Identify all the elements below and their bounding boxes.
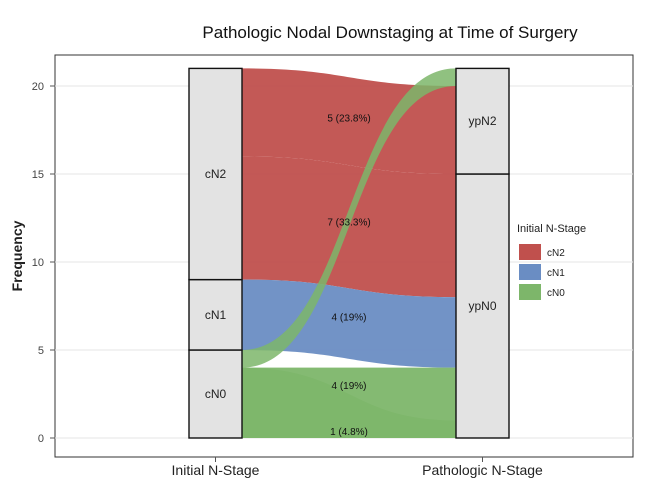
y-tick-label: 10 bbox=[32, 257, 44, 269]
y-axis-title: Frequency bbox=[9, 220, 25, 291]
initial-stratum-label: cN1 bbox=[205, 308, 227, 322]
x-tick-label: Pathologic N-Stage bbox=[422, 462, 543, 478]
flow-cN1-to-ypN0 bbox=[242, 279, 456, 368]
pathologic-stratum-label: ypN2 bbox=[468, 114, 496, 128]
initial-stratum-label: cN0 bbox=[205, 387, 227, 401]
flow-label: 1 (4.8%) bbox=[330, 427, 368, 438]
initial-stratum-cN2 bbox=[188, 67, 243, 281]
flow-label: 5 (23.8%) bbox=[327, 114, 370, 125]
legend: Initial N-Stage cN2 cN1 cN0 bbox=[517, 223, 586, 300]
legend-swatch-cN0 bbox=[519, 284, 541, 300]
x-tick-label: Initial N-Stage bbox=[172, 462, 260, 478]
flow-cN0-to-ypN0-band bbox=[242, 367, 456, 438]
x-axis: Initial N-Stage Pathologic N-Stage bbox=[172, 457, 543, 478]
y-tick-label: 5 bbox=[38, 345, 44, 357]
legend-label: cN1 bbox=[547, 268, 565, 279]
legend-label: cN2 bbox=[547, 248, 565, 259]
flow-label: 4 (19%) bbox=[331, 313, 366, 324]
legend-label: cN0 bbox=[547, 288, 565, 299]
initial-stratum-label: cN2 bbox=[205, 167, 227, 181]
strata: cN0 cN1 cN2 ypN0 ypN2 bbox=[188, 67, 510, 439]
y-tick-label: 20 bbox=[32, 81, 44, 93]
legend-title: Initial N-Stage bbox=[517, 223, 586, 235]
flow-cN0-to-ypN2 bbox=[242, 68, 456, 368]
chart-title: Pathologic Nodal Downstaging at Time of … bbox=[202, 23, 578, 42]
legend-swatch-cN2 bbox=[519, 244, 541, 260]
pathologic-stratum-ypN2 bbox=[455, 67, 510, 175]
y-axis: 0 5 10 15 20 bbox=[32, 81, 55, 445]
flow-label: 4 (19%) bbox=[331, 381, 366, 392]
flows bbox=[242, 68, 456, 438]
flow-label: 7 (33.3%) bbox=[327, 218, 370, 229]
flow-cN2-to-ypN2 bbox=[242, 68, 456, 174]
y-tick-label: 15 bbox=[32, 169, 44, 181]
pathologic-stratum-label: ypN0 bbox=[468, 299, 496, 313]
y-tick-label: 0 bbox=[38, 433, 44, 445]
legend-swatch-cN1 bbox=[519, 264, 541, 280]
flow-labels: 4 (19%) 1 (4.8%) 4 (19%) 7 (33.3%) 5 (23.8%) bbox=[327, 114, 370, 438]
